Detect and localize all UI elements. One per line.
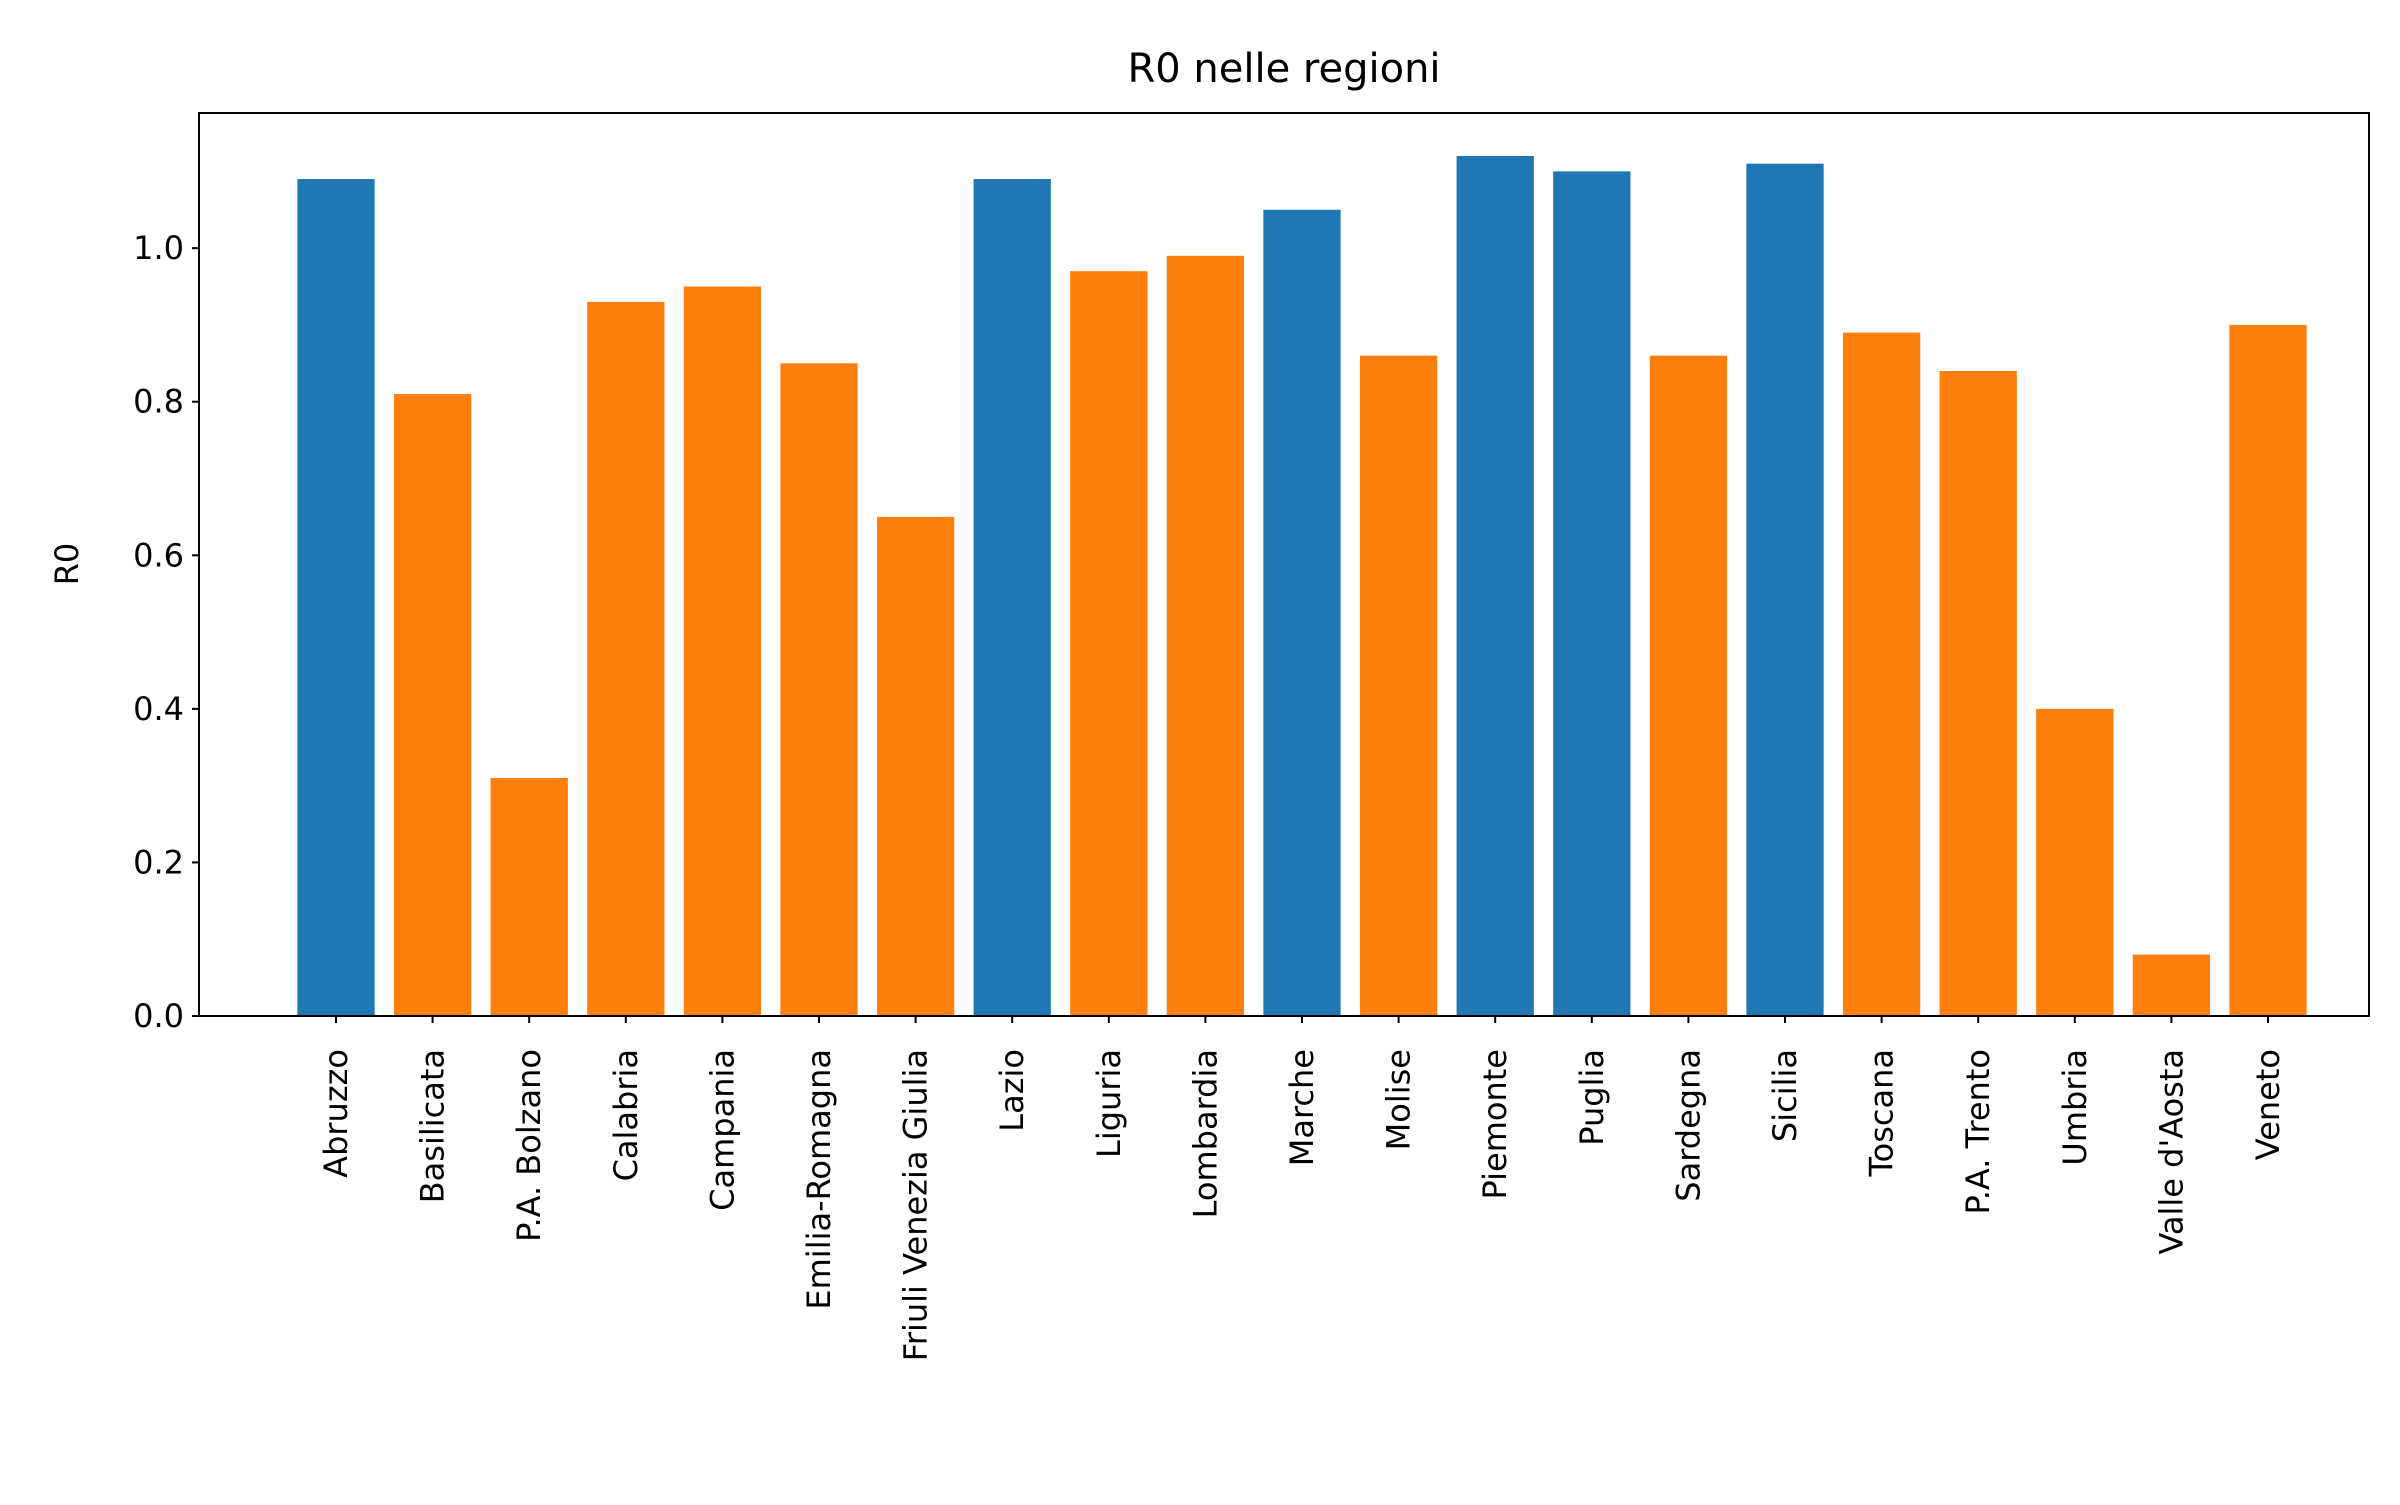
y-tick-label: 0.2 (133, 843, 184, 881)
bar (1553, 171, 1631, 1017)
bar (683, 286, 762, 1016)
chart-title: R0 nelle regioni (1127, 46, 1440, 92)
bar (1070, 271, 1148, 1016)
x-tick-label: Emilia-Romagna (800, 1049, 838, 1310)
y-tick-label: 1.0 (133, 229, 184, 267)
bar (1359, 355, 1438, 1016)
bar (490, 777, 568, 1016)
bar (393, 394, 472, 1016)
bar (1649, 355, 1728, 1016)
x-tick-label: Campania (703, 1049, 741, 1211)
bar (1166, 255, 1245, 1016)
bar (2229, 324, 2307, 1016)
x-tick-label: Marche (1283, 1049, 1321, 1166)
x-tick-label: Lombardia (1186, 1049, 1224, 1218)
x-tick-label: Valle d'Aosta (2152, 1049, 2190, 1255)
y-tick-label: 0.6 (133, 536, 184, 574)
x-tick-label: Umbria (2056, 1049, 2094, 1166)
x-tick-label: P.A. Trento (1959, 1049, 1997, 1215)
x-tick-label: Puglia (1573, 1049, 1611, 1146)
bar (1842, 332, 1921, 1016)
bar (876, 516, 955, 1016)
x-tick-label: P.A. Bolzano (510, 1049, 548, 1242)
y-axis-ticks: 0.0 0.2 0.4 0.6 0.8 1.0 (133, 229, 199, 1035)
x-tick-label: Lazio (993, 1049, 1031, 1132)
bar (973, 179, 1051, 1017)
bar (2132, 954, 2211, 1016)
x-tick-label: Liguria (1090, 1049, 1128, 1158)
x-tick-label: Basilicata (414, 1049, 452, 1203)
y-tick-label: 0.0 (133, 997, 184, 1035)
x-tick-label: Molise (1380, 1049, 1418, 1150)
x-tick-label: Abruzzo (317, 1049, 355, 1178)
x-tick-label: Sicilia (1766, 1049, 1804, 1142)
x-tick-label: Friuli Venezia Giulia (897, 1049, 935, 1361)
x-tick-label: Sardegna (1669, 1049, 1707, 1202)
bar (1939, 371, 2017, 1016)
y-tick-label: 0.4 (133, 690, 184, 728)
bar (587, 301, 665, 1016)
x-tick-label: Toscana (1863, 1049, 1901, 1177)
x-tick-label: Piemonte (1476, 1049, 1514, 1199)
y-tick-label: 0.8 (133, 383, 184, 421)
plot-area-frame (198, 112, 2370, 1017)
bar (297, 179, 375, 1017)
x-tick-label: Calabria (607, 1049, 645, 1181)
bars-group (297, 156, 2307, 1017)
bar (1746, 163, 1824, 1016)
y-axis-label: R0 (48, 543, 86, 586)
bar (2036, 708, 2114, 1016)
x-axis-ticks: Abruzzo Basilicata P.A. Bolzano Calabria Cam… (317, 1016, 2287, 1361)
bar (1456, 156, 1534, 1016)
bar (780, 363, 858, 1016)
x-tick-label: Veneto (2249, 1049, 2287, 1160)
bar (1263, 209, 1341, 1016)
